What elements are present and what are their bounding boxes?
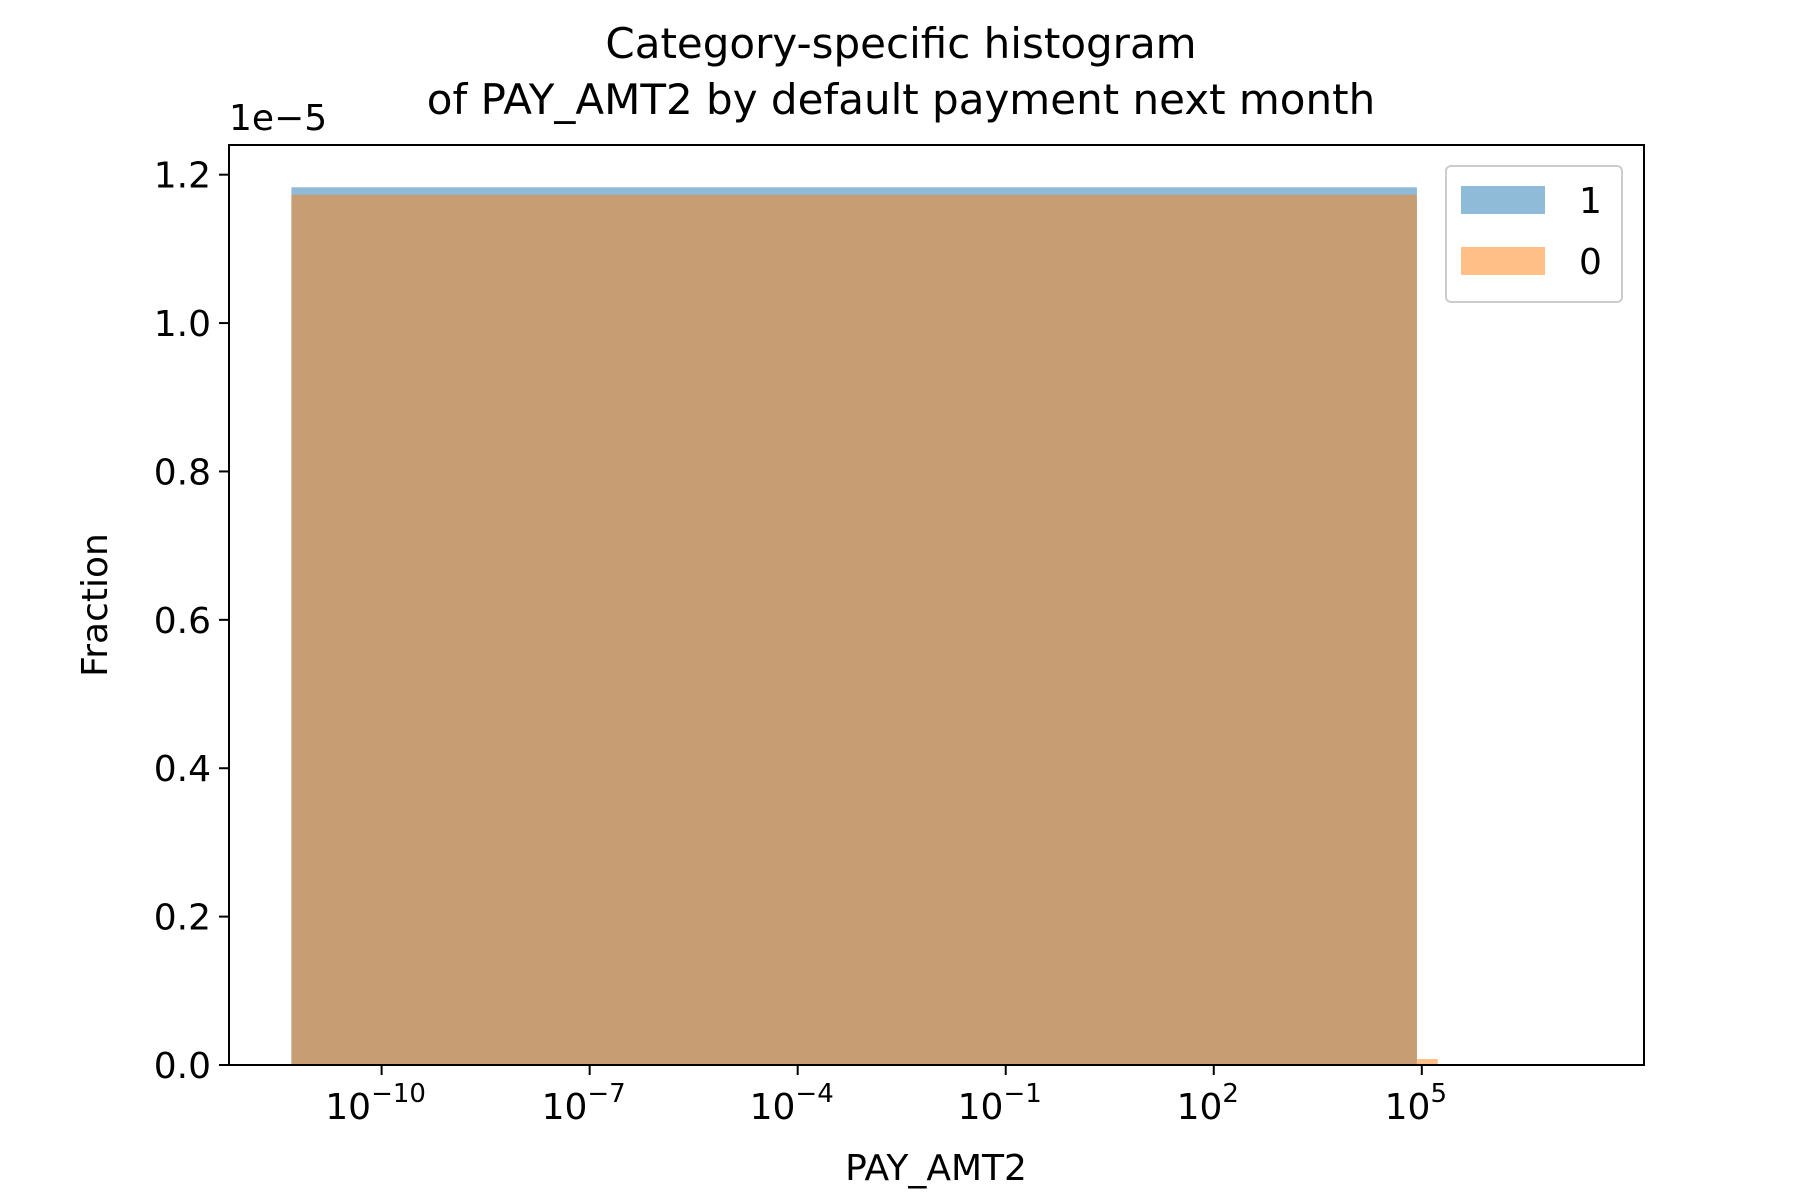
plot-frame <box>228 144 1645 1066</box>
x-tick-label-base: 10 <box>958 1087 1004 1128</box>
histogram-bars <box>291 187 1438 1066</box>
x-tick-label: 10−4 <box>750 1079 834 1128</box>
y-axis-label: Fraction <box>75 533 116 677</box>
legend-label-0: 0 <box>1579 242 1602 283</box>
x-tick-label-exponent: 5 <box>1430 1079 1447 1109</box>
x-tick-label: 10−1 <box>958 1079 1042 1128</box>
x-tick-label-exponent: −4 <box>795 1079 833 1109</box>
y-tick-label: 0.8 <box>154 452 211 493</box>
y-tick-label: 1.0 <box>154 304 211 345</box>
x-tick-label: 10−7 <box>542 1079 626 1128</box>
x-tick-label-exponent: −10 <box>371 1079 426 1109</box>
y-tick-label: 0.4 <box>154 749 211 790</box>
y-axis-offset-label: 1e−5 <box>229 98 327 139</box>
x-tick-label-base: 10 <box>325 1087 371 1128</box>
bar-series-0-bin-0 <box>291 194 1417 1065</box>
x-tick-label-base: 10 <box>1385 1087 1431 1128</box>
x-tick-label-exponent: 2 <box>1222 1079 1239 1109</box>
x-tick-label-base: 10 <box>542 1087 588 1128</box>
x-axis-ticks: 10−10 10−7 10−4 10−1 102 105 <box>325 1065 1447 1128</box>
x-tick-label-base: 10 <box>750 1087 796 1128</box>
legend-label-1: 1 <box>1579 181 1602 222</box>
chart-title-line-1: Category-specific histogram <box>605 19 1196 68</box>
y-tick-label: 0.0 <box>154 1046 211 1087</box>
x-axis-label: PAY_AMT2 <box>845 1148 1027 1189</box>
y-tick-label: 1.2 <box>154 156 211 197</box>
x-tick-label-exponent: −1 <box>1003 1079 1041 1109</box>
x-tick-label: 105 <box>1385 1079 1447 1128</box>
chart-title-line-2: of PAY_AMT2 by default payment next mont… <box>427 75 1375 124</box>
y-tick-label: 0.6 <box>154 601 211 642</box>
bar-series-0-bin-1 <box>1416 1059 1438 1065</box>
x-tick-label-base: 10 <box>1177 1087 1223 1128</box>
y-tick-label: 0.2 <box>154 898 211 939</box>
legend-swatch-0 <box>1461 247 1545 275</box>
x-tick-label: 102 <box>1177 1079 1239 1128</box>
legend: 1 0 <box>1445 165 1623 303</box>
x-tick-label: 10−10 <box>325 1079 426 1128</box>
legend-swatch-1 <box>1461 186 1545 214</box>
x-tick-label-exponent: −7 <box>587 1079 625 1109</box>
y-axis-ticks: 0.0 0.2 0.4 0.6 0.8 1.0 1.2 <box>154 156 229 1087</box>
